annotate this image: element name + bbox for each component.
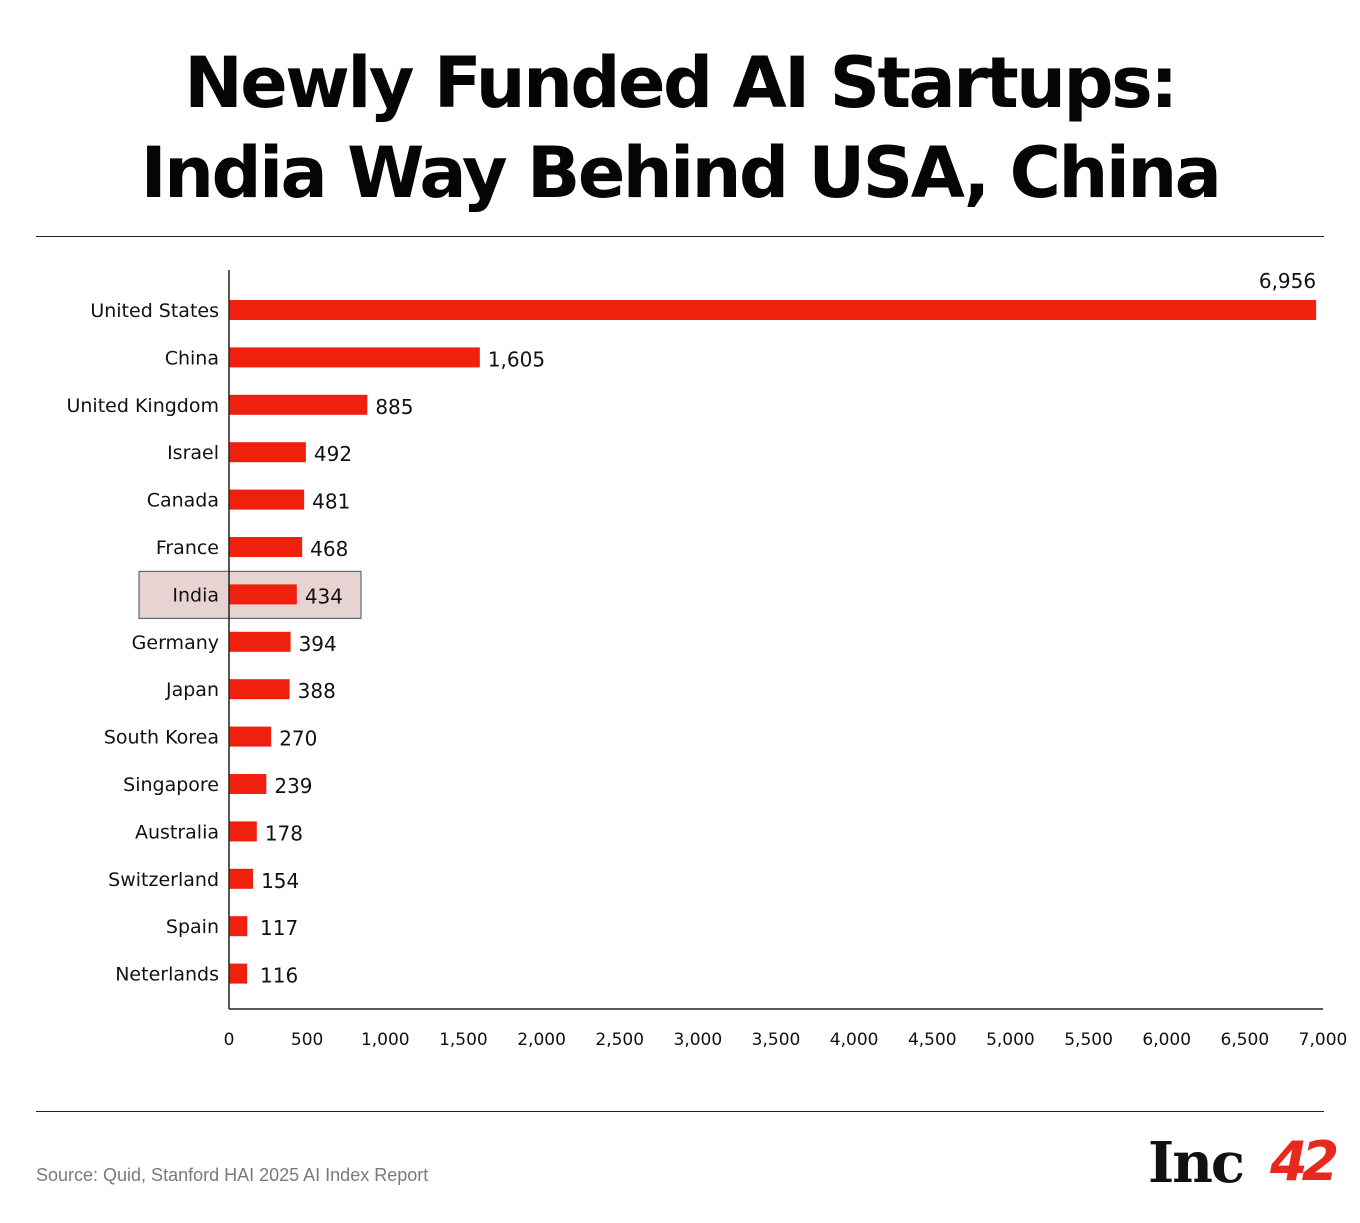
bar-germany [229, 631, 291, 652]
chart-title-line-1: Newly Funded AI Startups: [184, 42, 1178, 124]
category-label-singapore: Singapore [123, 774, 219, 796]
value-label-india: 434 [305, 584, 343, 608]
x-tick-label: 1,000 [361, 1030, 410, 1050]
bar-united-kingdom [229, 394, 368, 415]
value-label-singapore: 239 [274, 774, 312, 798]
logo-wordmark: Inc [1148, 1130, 1245, 1196]
x-tick-label: 6,000 [1142, 1030, 1191, 1050]
category-label-canada: Canada [147, 490, 219, 512]
category-label-neterlands: Neterlands [115, 964, 219, 986]
category-label-south-korea: South Korea [104, 727, 219, 749]
value-label-china: 1,605 [488, 347, 545, 371]
x-tick-label: 4,000 [830, 1030, 879, 1050]
bar-switzerland [229, 868, 254, 889]
x-tick-label: 6,500 [1221, 1030, 1270, 1050]
category-label-israel: Israel [167, 442, 219, 464]
chart-title-line-2: India Way Behind USA, China [140, 132, 1222, 214]
category-label-germany: Germany [132, 632, 219, 654]
bar-australia [229, 821, 257, 842]
category-label-switzerland: Switzerland [108, 869, 219, 891]
x-tick-label: 500 [291, 1030, 323, 1050]
bottom-divider [36, 1111, 1324, 1112]
value-label-japan: 388 [298, 679, 336, 703]
category-label-france: France [156, 537, 219, 559]
x-tick-label: 3,500 [752, 1030, 801, 1050]
category-label-spain: Spain [166, 916, 219, 938]
bar-neterlands [229, 963, 248, 984]
inc42-logo[interactable]: Inc 42 [1148, 1128, 1339, 1198]
category-label-china: China [165, 347, 219, 369]
value-label-germany: 394 [299, 632, 337, 656]
value-label-south-korea: 270 [279, 727, 317, 751]
category-label-australia: Australia [135, 821, 219, 843]
bar-spain [229, 916, 248, 937]
logo-number: 42 [1270, 1130, 1339, 1193]
source-note: Source: Quid, Stanford HAI 2025 AI Index… [36, 1165, 429, 1185]
bar-canada [229, 489, 305, 510]
x-tick-label: 4,500 [908, 1030, 957, 1050]
x-tick-label: 0 [224, 1030, 235, 1050]
value-label-israel: 492 [314, 442, 352, 466]
category-label-united-kingdom: United Kingdom [66, 395, 219, 417]
value-label-neterlands: 116 [260, 964, 298, 988]
bar-china [229, 347, 480, 368]
chart-title: Newly Funded AI Startups: India Way Behi… [0, 38, 1360, 218]
bar-singapore [229, 774, 267, 794]
bar-israel [229, 442, 306, 463]
category-label-india: India [172, 584, 219, 606]
value-label-australia: 178 [265, 821, 303, 845]
value-label-switzerland: 154 [261, 869, 299, 893]
x-tick-label: 2,500 [595, 1030, 644, 1050]
bar-india [229, 584, 297, 605]
x-tick-label: 3,000 [674, 1030, 723, 1050]
x-tick-label: 2,000 [517, 1030, 566, 1050]
value-label-france: 468 [310, 537, 348, 561]
bar-japan [229, 679, 290, 700]
category-label-united-states: United States [90, 300, 219, 322]
top-divider [36, 236, 1324, 237]
x-tick-label: 7,000 [1299, 1030, 1348, 1050]
value-label-canada: 481 [312, 490, 350, 514]
bar-chart: United States 6,956 China 1,605 United Kingd… [66, 269, 1348, 1050]
x-tick-label: 5,000 [986, 1030, 1035, 1050]
category-label-japan: Japan [165, 679, 219, 701]
x-tick-label: 5,500 [1064, 1030, 1113, 1050]
bar-united-states [229, 300, 1317, 320]
value-label-spain: 117 [260, 916, 298, 940]
value-label-united-kingdom: 885 [375, 395, 413, 419]
x-tick-label: 1,500 [439, 1030, 488, 1050]
bar-france [229, 537, 303, 557]
value-label-united-states: 6,956 [1259, 269, 1316, 293]
bar-south-korea [229, 726, 272, 747]
